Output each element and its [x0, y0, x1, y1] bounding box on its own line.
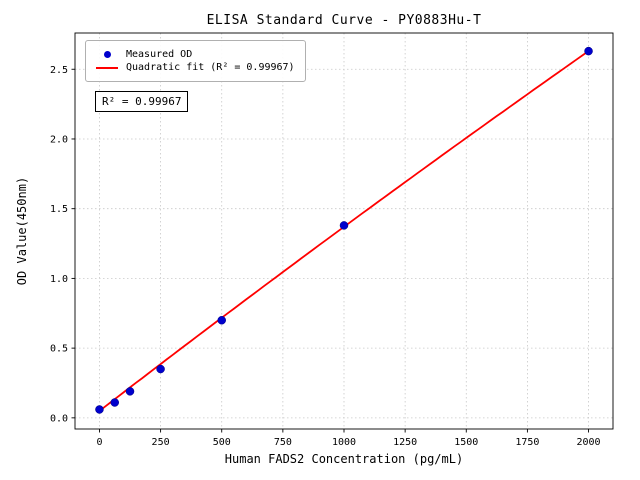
legend-label-measured-od: Measured OD: [126, 49, 193, 60]
svg-text:1750: 1750: [515, 437, 539, 448]
legend: Measured OD Quadratic fit (R² = 0.99967): [85, 40, 306, 82]
svg-text:1000: 1000: [332, 437, 356, 448]
legend-item-measured-od: Measured OD: [94, 49, 295, 60]
scatter-dot-icon: [103, 51, 111, 58]
y-axis-label: OD Value(450nm): [15, 176, 29, 286]
svg-text:1.5: 1.5: [50, 204, 68, 215]
chart-title: ELISA Standard Curve - PY0883Hu-T: [206, 13, 482, 28]
legend-marker-cell: [94, 66, 120, 69]
svg-text:1500: 1500: [454, 437, 478, 448]
svg-text:1250: 1250: [393, 437, 417, 448]
svg-text:1.0: 1.0: [50, 274, 68, 285]
fit-line-icon: [96, 66, 118, 69]
legend-label-quadratic-fit: Quadratic fit (R² = 0.99967): [126, 62, 295, 73]
svg-text:2.0: 2.0: [50, 134, 68, 145]
legend-marker-cell: [94, 51, 120, 58]
svg-text:250: 250: [152, 437, 170, 448]
svg-text:750: 750: [274, 437, 292, 448]
r-squared-annotation: R² = 0.99967: [95, 91, 189, 112]
svg-text:0.0: 0.0: [50, 413, 68, 424]
svg-text:500: 500: [213, 437, 231, 448]
legend-item-quadratic-fit: Quadratic fit (R² = 0.99967): [94, 62, 295, 73]
x-axis-label: Human FADS2 Concentration (pg/mL): [224, 452, 464, 466]
svg-text:2.5: 2.5: [50, 65, 68, 76]
svg-text:2000: 2000: [576, 437, 600, 448]
svg-text:0.5: 0.5: [50, 344, 68, 355]
svg-text:0: 0: [96, 437, 102, 448]
